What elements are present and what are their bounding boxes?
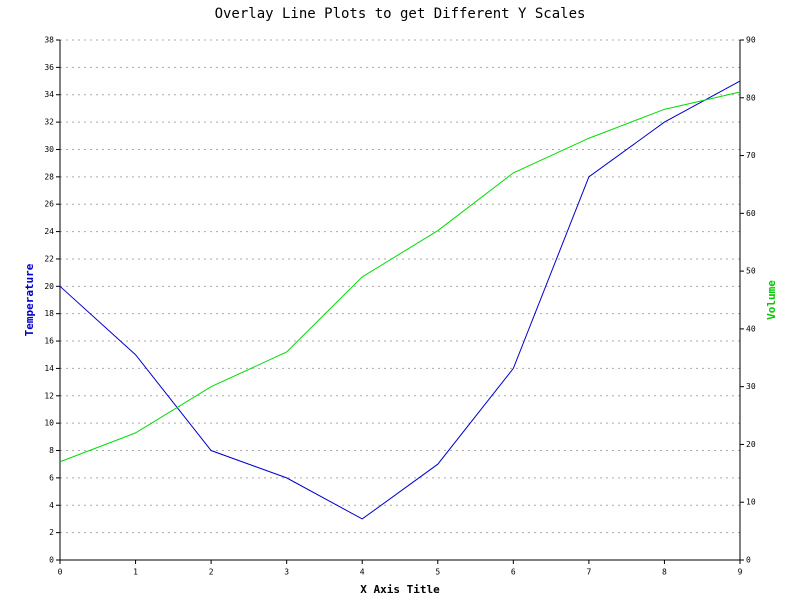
y2-tick-label: 0	[746, 556, 751, 565]
y-tick-label: 4	[49, 501, 54, 510]
x-tick-label: 1	[133, 568, 138, 577]
y-tick-label: 14	[44, 364, 54, 373]
y-tick-label: 12	[44, 391, 54, 400]
x-tick-label: 0	[58, 568, 63, 577]
y-tick-label: 32	[44, 118, 54, 127]
x-tick-label: 6	[511, 568, 516, 577]
y-tick-label: 16	[44, 337, 54, 346]
y2-tick-label: 60	[746, 209, 756, 218]
x-tick-label: 5	[435, 568, 440, 577]
x-tick-label: 7	[586, 568, 591, 577]
y2-axis-title: Volume	[765, 280, 778, 320]
y-tick-label: 28	[44, 172, 54, 181]
y-tick-label: 8	[49, 446, 54, 455]
y-tick-label: 6	[49, 473, 54, 482]
x-tick-label: 3	[284, 568, 289, 577]
chart-title: Overlay Line Plots to get Different Y Sc…	[215, 6, 586, 22]
y-tick-label: 34	[44, 90, 54, 99]
x-tick-label: 4	[360, 568, 365, 577]
y2-tick-label: 50	[746, 267, 756, 276]
y-tick-label: 38	[44, 36, 54, 45]
x-tick-label: 9	[738, 568, 743, 577]
y-tick-label: 20	[44, 282, 54, 291]
y2-tick-label: 20	[746, 440, 756, 449]
y2-tick-label: 10	[746, 498, 756, 507]
y-tick-label: 18	[44, 309, 54, 318]
y-tick-label: 36	[44, 63, 54, 72]
x-tick-label: 8	[662, 568, 667, 577]
y-tick-label: 10	[44, 419, 54, 428]
y2-tick-label: 40	[746, 324, 756, 333]
y-tick-label: 24	[44, 227, 54, 236]
line-series	[59, 80, 741, 520]
x-axis-title: X Axis Title	[360, 583, 440, 596]
y-axis-title: Temperature	[23, 263, 36, 336]
y2-tick-label: 90	[746, 36, 756, 45]
y2-tick-label: 30	[746, 382, 756, 391]
y-tick-label: 0	[49, 556, 54, 565]
x-tick-label: 2	[209, 568, 214, 577]
y-tick-label: 26	[44, 200, 54, 209]
y2-tick-label: 70	[746, 151, 756, 160]
y-tick-label: 2	[49, 528, 54, 537]
y2-tick-label: 80	[746, 93, 756, 102]
y-tick-label: 30	[44, 145, 54, 154]
line-series	[59, 91, 741, 463]
y-tick-label: 22	[44, 254, 54, 263]
